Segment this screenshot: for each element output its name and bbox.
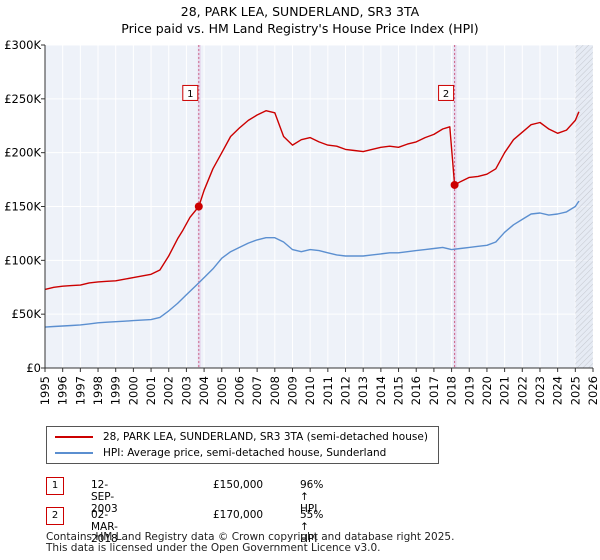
y-tick-label: £250K [4, 92, 41, 106]
y-tick-label: £100K [4, 253, 41, 267]
x-tick-label: 2002 [162, 376, 176, 405]
series-lines [44, 110, 580, 328]
legend-label-property: 28, PARK LEA, SUNDERLAND, SR3 3TA (semi-… [103, 431, 428, 443]
property-price-line [44, 110, 580, 291]
x-tick-label: 2024 [551, 376, 565, 405]
legend: 28, PARK LEA, SUNDERLAND, SR3 3TA (semi-… [46, 426, 439, 464]
x-tick-label: 2023 [533, 376, 547, 405]
x-tick-label: 2021 [498, 376, 512, 405]
y-tick-label: £200K [4, 146, 41, 160]
sale-date: 02-MAR-2018 [91, 509, 118, 545]
footer-copyright: Contains HM Land Registry data © Crown c… [46, 531, 455, 543]
sale-label-box [182, 84, 199, 101]
x-tick-label: 2019 [462, 376, 476, 405]
sale-price: £170,000 [213, 509, 264, 521]
hpi-line [44, 200, 580, 328]
x-tick-label: 2005 [215, 376, 229, 405]
chart-title: 28, PARK LEA, SUNDERLAND, SR3 3TA [180, 4, 420, 19]
x-tick-label: 2014 [374, 376, 388, 405]
y-tick-label: £150K [4, 200, 41, 214]
sale-badge: 1 [46, 477, 64, 495]
x-tick-label: 2007 [250, 376, 264, 405]
sale-hpi-change: 55% ↑ HPI [300, 509, 324, 545]
x-tick-label: 2025 [568, 376, 582, 405]
x-tick-label: 2020 [480, 376, 494, 405]
x-tick-label: 2000 [126, 376, 140, 405]
footer: Contains HM Land Registry data © Crown c… [46, 532, 454, 554]
x-tick-label: 2026 [586, 376, 600, 405]
sale-price: £150,000 [213, 479, 264, 491]
legend-label-hpi: HPI: Average price, semi-detached house,… [103, 447, 387, 459]
legend-item-property: 28, PARK LEA, SUNDERLAND, SR3 3TA (semi-… [55, 429, 428, 445]
sale-point [194, 202, 203, 211]
sale-points [194, 180, 459, 211]
x-tick-label: 2016 [409, 376, 423, 405]
sale-date: 12-SEP-2003 [91, 479, 118, 515]
legend-swatch-red [55, 436, 93, 438]
x-tick-label: 1998 [91, 376, 105, 405]
x-axis: 1995 1996 1997 1998 1999 2000 2001 2002 2003 2004… [38, 367, 600, 405]
chart-subtitle: Price paid vs. HM Land Registry's House … [121, 21, 479, 36]
x-tick-label: 2015 [392, 376, 406, 405]
x-tick-label: 2022 [515, 376, 529, 405]
sale-label: 1 [187, 89, 193, 100]
sale-hpi-change: 96% ↑ HPI [300, 479, 324, 515]
x-tick-label: 1995 [38, 376, 52, 405]
x-tick-label: 2004 [197, 376, 211, 405]
x-tick-label: 2018 [445, 376, 459, 405]
x-tick-label: 2017 [427, 376, 441, 405]
x-tick-label: 2013 [356, 376, 370, 405]
x-tick-label: 2003 [179, 376, 193, 405]
x-tick-label: 1997 [73, 376, 87, 405]
x-tick-label: 2012 [339, 376, 353, 405]
forecast-shade [575, 45, 593, 368]
sale-label: 2 [443, 89, 449, 100]
x-tick-label: 2009 [285, 376, 299, 405]
x-tick-label: 2006 [232, 376, 246, 405]
y-axis: £0 £50K £100K £150K £200K £250K £300K [4, 38, 46, 375]
x-tick-label: 2010 [303, 376, 317, 405]
y-tick-label: £0 [26, 361, 41, 375]
sale-label-box [438, 84, 455, 101]
chart-title-block: 28, PARK LEA, SUNDERLAND, SR3 3TA Price … [0, 3, 600, 37]
x-tick-label: 2001 [144, 376, 158, 405]
legend-swatch-blue [55, 452, 93, 454]
x-tick-label: 2008 [268, 376, 282, 405]
sale-point [450, 180, 459, 189]
legend-item-hpi: HPI: Average price, semi-detached house,… [55, 445, 386, 461]
x-tick-label: 1996 [56, 376, 70, 405]
x-tick-label: 2011 [321, 376, 335, 405]
y-tick-label: £50K [12, 307, 42, 321]
forecast-region [575, 45, 593, 368]
footer-licence: This data is licensed under the Open Gov… [46, 542, 381, 554]
x-tick-label: 1999 [109, 376, 123, 405]
y-tick-label: £300K [4, 38, 41, 52]
sale-badge: 2 [46, 507, 64, 525]
